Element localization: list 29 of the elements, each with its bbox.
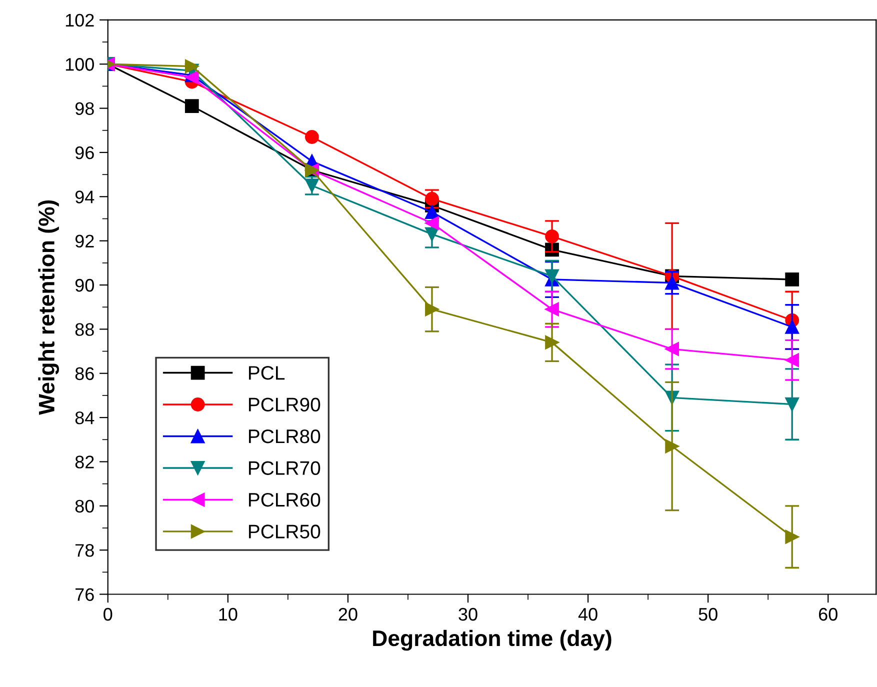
y-axis-title: Weight retention (%) bbox=[38, 200, 59, 415]
legend-label: PCLR60 bbox=[248, 492, 320, 507]
legend-label: PCLR80 bbox=[248, 429, 320, 444]
y-tick-label: 90 bbox=[75, 278, 94, 292]
legend-label: PCL bbox=[248, 366, 285, 380]
x-tick-label: 60 bbox=[818, 608, 838, 621]
y-tick-label: 80 bbox=[75, 500, 94, 513]
legend-label: PCLR90 bbox=[248, 398, 320, 412]
y-tick-label: 94 bbox=[75, 190, 94, 204]
legend-label: PCLR50 bbox=[248, 524, 320, 538]
x-axis-title: Degradation time (day) bbox=[373, 630, 612, 651]
y-tick-label: 102 bbox=[66, 14, 94, 27]
x-tick-label: 30 bbox=[458, 608, 478, 621]
x-tick-label: 40 bbox=[578, 608, 598, 621]
x-tick-label: 0 bbox=[104, 608, 112, 621]
x-tick-label: 10 bbox=[219, 608, 238, 621]
y-tick-label: 88 bbox=[75, 323, 94, 336]
y-tick-label: 84 bbox=[75, 411, 94, 424]
y-tick-label: 78 bbox=[76, 544, 94, 557]
x-tick-label: 50 bbox=[698, 608, 718, 621]
y-tick-label: 100 bbox=[66, 58, 94, 71]
y-tick-label: 96 bbox=[75, 146, 94, 160]
y-tick-label: 86 bbox=[75, 367, 94, 380]
y-tick-label: 98 bbox=[75, 102, 94, 115]
legend-label: PCLR70 bbox=[248, 461, 320, 475]
y-tick-label: 92 bbox=[75, 234, 94, 248]
y-tick-label: 82 bbox=[75, 456, 94, 468]
y-tick-label: 76 bbox=[76, 588, 94, 601]
x-tick-label: 20 bbox=[338, 608, 358, 621]
